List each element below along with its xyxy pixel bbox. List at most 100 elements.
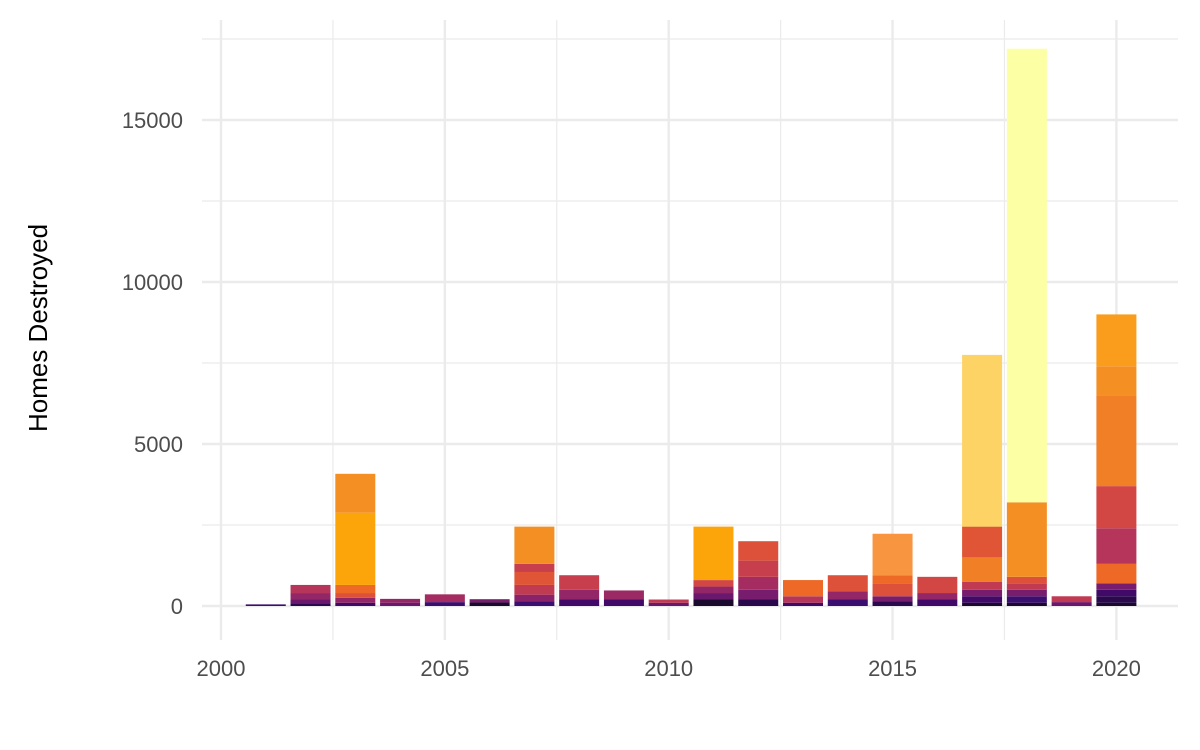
bar-segment <box>1006 602 1047 606</box>
bar-segment <box>290 593 331 600</box>
bar-stack-2009 <box>603 590 644 606</box>
y-tick-label: 10000 <box>122 270 183 295</box>
x-tick-label: 2000 <box>197 656 246 681</box>
bar-stack-2010 <box>648 599 689 606</box>
bar-segment <box>693 593 734 600</box>
bar-segment <box>783 580 824 597</box>
bar-stack-2014 <box>827 575 868 606</box>
bar-segment <box>380 598 421 603</box>
bar-segment <box>1096 589 1137 597</box>
bar-stack-2018 <box>1006 48 1047 606</box>
bar-segment <box>559 599 600 606</box>
bar-segment <box>962 596 1003 603</box>
bar-segment <box>1096 395 1137 487</box>
bar-segment <box>962 602 1003 606</box>
bar-segment <box>872 575 913 584</box>
bar-segment <box>738 541 779 561</box>
bar-segment <box>962 526 1003 558</box>
bar-segment <box>559 589 600 600</box>
bar-segment <box>514 594 555 602</box>
bar-stack-2003 <box>335 473 376 606</box>
bar-segment <box>738 576 779 590</box>
bar-segment <box>1006 576 1047 584</box>
bar-segment <box>514 584 555 595</box>
bar-stack-2002 <box>290 584 331 606</box>
bar-segment <box>648 599 689 603</box>
bar-segment <box>514 571 555 585</box>
bar-stack-2006 <box>469 599 510 606</box>
bar-segment <box>962 581 1003 590</box>
bar-segment <box>872 601 913 606</box>
bar-segment <box>245 604 286 606</box>
bar-segment <box>335 593 376 598</box>
bar-segment <box>514 563 555 572</box>
x-axis-tick-labels: 2000 2005 2010 2015 2020 <box>197 656 1141 681</box>
bar-segment <box>1006 583 1047 590</box>
bar-segment <box>469 602 510 606</box>
bar-segment <box>1096 563 1137 584</box>
bar-stack-2001 <box>245 604 286 606</box>
bar-segment <box>827 599 868 606</box>
bar-stack-2004 <box>380 598 421 606</box>
bar-stack-2008 <box>559 575 600 606</box>
bar-segment <box>872 583 913 597</box>
bar-segment <box>1096 366 1137 396</box>
bar-segment <box>783 596 824 603</box>
bar-segment <box>514 601 555 606</box>
bar-segment <box>827 575 868 592</box>
x-tick-label: 2015 <box>868 656 917 681</box>
bar-stack-2020 <box>1096 314 1137 606</box>
bar-stack-2005 <box>424 594 465 606</box>
bar-segment <box>335 602 376 606</box>
x-tick-label: 2005 <box>420 656 469 681</box>
bar-segment <box>514 526 555 564</box>
bar-segment <box>917 576 958 594</box>
x-tick-label: 2020 <box>1092 656 1141 681</box>
bar-segment <box>872 533 913 576</box>
bar-segment <box>290 603 331 606</box>
bar-stack-2015 <box>872 533 913 606</box>
bar-segment <box>783 602 824 606</box>
bar-segment <box>335 512 376 585</box>
bar-segment <box>827 591 868 600</box>
bar-segment <box>603 599 644 606</box>
bar-stack-2011 <box>693 526 734 606</box>
bar-stacks <box>245 48 1137 606</box>
y-tick-label: 5000 <box>134 432 183 457</box>
bar-stack-2013 <box>783 580 824 606</box>
bar-segment <box>738 599 779 606</box>
bar-segment <box>290 599 331 604</box>
y-axis-title: Homes Destroyed <box>23 224 53 432</box>
bar-segment <box>1096 486 1137 529</box>
bar-segment <box>648 602 689 606</box>
bar-stack-2017 <box>962 354 1003 606</box>
bar-segment <box>1096 602 1137 606</box>
bar-segment <box>738 560 779 577</box>
bar-segment <box>335 584 376 594</box>
bar-segment <box>1006 589 1047 597</box>
x-tick-label: 2010 <box>644 656 693 681</box>
bar-segment <box>559 575 600 590</box>
y-axis-tick-labels: 0 5000 10000 15000 <box>122 108 183 619</box>
y-tick-label: 15000 <box>122 108 183 133</box>
bar-segment <box>424 594 465 603</box>
bar-segment <box>1096 314 1137 367</box>
bar-segment <box>693 526 734 581</box>
bar-segment <box>872 596 913 602</box>
bar-stack-2016 <box>917 576 958 606</box>
bar-segment <box>917 599 958 606</box>
y-tick-label: 0 <box>171 594 183 619</box>
bar-segment <box>917 593 958 600</box>
bar-segment <box>603 590 644 600</box>
bar-segment <box>1051 596 1092 603</box>
bar-segment <box>693 586 734 594</box>
bar-segment <box>962 354 1003 527</box>
bar-segment <box>1096 596 1137 603</box>
bar-stack-2019 <box>1051 596 1092 606</box>
bar-segment <box>424 602 465 606</box>
bar-segment <box>1051 602 1092 606</box>
bar-segment <box>693 599 734 606</box>
bar-segment <box>962 589 1003 597</box>
bar-segment <box>1006 596 1047 603</box>
